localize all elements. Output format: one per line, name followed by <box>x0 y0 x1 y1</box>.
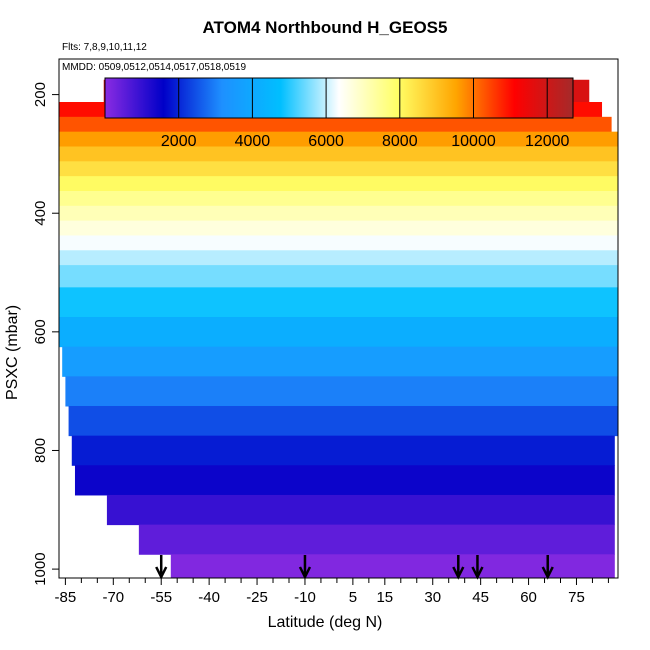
heatmap-band <box>62 346 619 377</box>
flight-arrows <box>155 555 554 580</box>
y-tick-label: 200 <box>32 82 49 107</box>
heatmap-band <box>59 287 618 318</box>
heatmap-band <box>65 376 619 407</box>
colorbar-tick-label: 8000 <box>382 133 418 150</box>
heatmap-band <box>59 205 618 222</box>
colorbar-tick-label: 10000 <box>451 133 496 150</box>
heatmap-band <box>74 465 615 496</box>
colorbar: 2000 4000 6000 8000 10000 12000 <box>104 77 574 150</box>
y-axis: 200 400 600 800 1000 <box>32 82 59 586</box>
heatmap-band <box>59 161 618 177</box>
colorbar-tick-label: 12000 <box>525 133 570 150</box>
heatmap-band <box>71 435 615 466</box>
x-axis: -85 -70 -55 -40 -25 -10 5 15 30 45 60 75 <box>55 578 609 606</box>
heatmap-band <box>59 250 618 266</box>
heatmap-band <box>59 176 618 192</box>
x-tick-label: -85 <box>55 589 77 606</box>
dates-subtitle: MMDD: 0509,0512,0514,0517,0518,0519 <box>62 62 247 73</box>
heatmap-band <box>106 494 615 526</box>
x-tick-label: 30 <box>424 589 441 606</box>
heatmap-band <box>68 405 618 437</box>
x-tick-label: 5 <box>349 589 357 606</box>
y-tick-label: 1000 <box>32 552 49 585</box>
heatmap-band <box>138 524 615 555</box>
colorbar-tick-label: 6000 <box>308 133 344 150</box>
x-tick-label: -25 <box>246 589 268 606</box>
heatmap-band <box>59 190 618 207</box>
heatmap-band <box>59 116 612 133</box>
flight-arrow <box>541 555 554 580</box>
heatmap-bands <box>59 79 619 579</box>
heatmap-band <box>170 554 615 579</box>
flight-arrow <box>155 555 168 580</box>
y-tick-label: 800 <box>32 438 49 463</box>
colorbar-tick-label: 2000 <box>161 133 197 150</box>
heatmap-band <box>59 131 618 147</box>
x-axis-title: Latitude (deg N) <box>267 614 383 631</box>
y-tick-label: 600 <box>32 319 49 344</box>
flight-arrow <box>298 555 312 580</box>
x-tick-label: 60 <box>520 589 537 606</box>
heatmap-band <box>59 220 618 236</box>
heatmap-band <box>59 235 618 251</box>
y-axis-title: PSXC (mbar) <box>4 304 21 400</box>
heatmap-band <box>59 146 618 162</box>
flights-subtitle: Flts: 7,8,9,10,11,12 <box>62 42 147 53</box>
heatmap-band <box>59 317 618 348</box>
x-tick-label: 45 <box>472 589 489 606</box>
x-tick-label: -40 <box>198 589 220 606</box>
flight-arrow <box>471 555 484 580</box>
flight-arrow <box>452 555 465 580</box>
chart-title: ATOM4 Northbound H_GEOS5 <box>202 18 448 37</box>
colorbar-tick-label: 4000 <box>235 133 271 150</box>
x-tick-label: -10 <box>294 589 316 606</box>
heatmap-band <box>59 265 618 288</box>
x-tick-label: -70 <box>102 589 124 606</box>
colorbar-gradient <box>104 77 574 119</box>
x-tick-label: -55 <box>150 589 172 606</box>
x-tick-label: 75 <box>568 589 585 606</box>
x-tick-label: 15 <box>376 589 393 606</box>
y-tick-label: 400 <box>32 201 49 226</box>
plot-frame <box>58 58 619 579</box>
